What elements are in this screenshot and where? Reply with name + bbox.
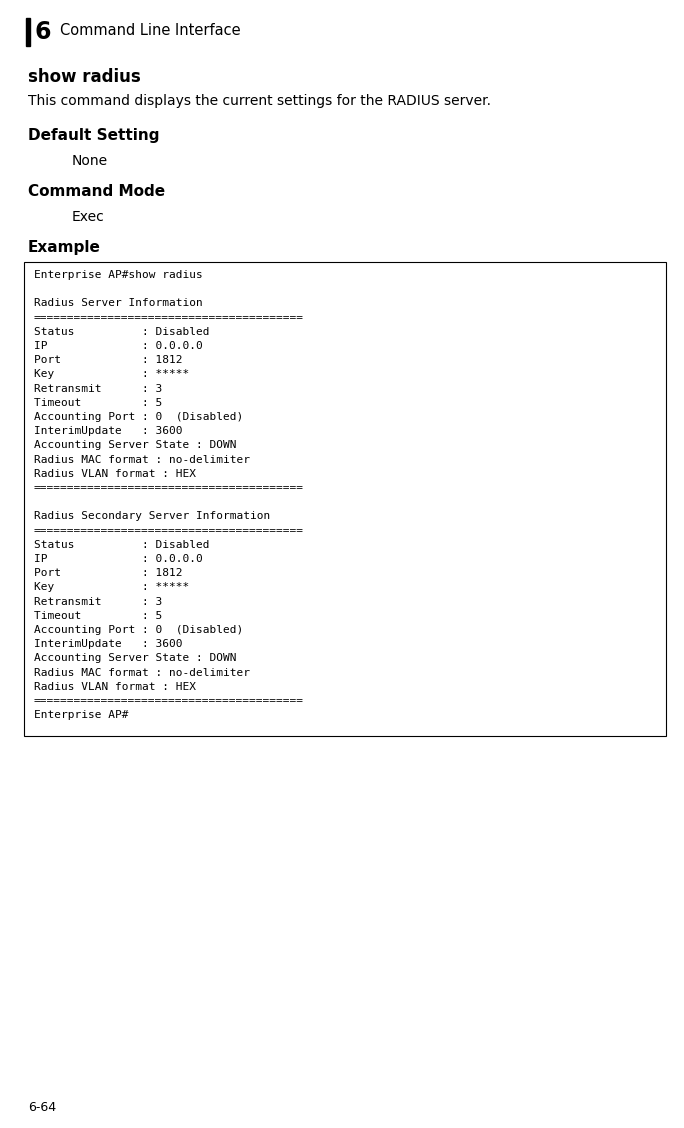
Bar <box>26 18 30 46</box>
Text: ========================================: ======================================== <box>34 312 304 323</box>
Text: Retransmit      : 3: Retransmit : 3 <box>34 597 162 607</box>
Text: Accounting Port : 0  (Disabled): Accounting Port : 0 (Disabled) <box>34 625 244 635</box>
Text: Port            : 1812: Port : 1812 <box>34 569 183 579</box>
Text: show radius: show radius <box>28 68 141 86</box>
Text: Status          : Disabled: Status : Disabled <box>34 327 209 337</box>
Bar <box>24 262 666 737</box>
Text: Accounting Port : 0  (Disabled): Accounting Port : 0 (Disabled) <box>34 412 244 422</box>
Text: Timeout         : 5: Timeout : 5 <box>34 398 162 408</box>
Text: Accounting Server State : DOWN: Accounting Server State : DOWN <box>34 440 237 450</box>
Text: Status          : Disabled: Status : Disabled <box>34 540 209 549</box>
Text: Timeout         : 5: Timeout : 5 <box>34 610 162 620</box>
Text: 6: 6 <box>34 20 51 44</box>
Text: InterimUpdate   : 3600: InterimUpdate : 3600 <box>34 426 183 437</box>
Text: Enterprise AP#: Enterprise AP# <box>34 711 129 720</box>
Text: Accounting Server State : DOWN: Accounting Server State : DOWN <box>34 653 237 663</box>
Text: Key             : *****: Key : ***** <box>34 369 189 379</box>
Text: Radius Secondary Server Information: Radius Secondary Server Information <box>34 511 270 521</box>
Text: ========================================: ======================================== <box>34 696 304 706</box>
Text: Radius MAC format : no-delimiter: Radius MAC format : no-delimiter <box>34 668 250 678</box>
Text: InterimUpdate   : 3600: InterimUpdate : 3600 <box>34 640 183 650</box>
Text: Retransmit      : 3: Retransmit : 3 <box>34 384 162 394</box>
Text: ========================================: ======================================== <box>34 483 304 493</box>
Text: IP              : 0.0.0.0: IP : 0.0.0.0 <box>34 341 202 351</box>
Text: Default Setting: Default Setting <box>28 127 159 143</box>
Text: Key             : *****: Key : ***** <box>34 582 189 592</box>
Text: Command Mode: Command Mode <box>28 184 165 199</box>
Text: 6-64: 6-64 <box>28 1101 56 1114</box>
Text: Port            : 1812: Port : 1812 <box>34 355 183 365</box>
Text: Command Line Interface: Command Line Interface <box>60 23 241 38</box>
Text: This command displays the current settings for the RADIUS server.: This command displays the current settin… <box>28 94 491 108</box>
Text: Radius Server Information: Radius Server Information <box>34 299 202 308</box>
Text: Radius VLAN format : HEX: Radius VLAN format : HEX <box>34 469 196 478</box>
Text: Radius MAC format : no-delimiter: Radius MAC format : no-delimiter <box>34 455 250 465</box>
Text: ========================================: ======================================== <box>34 526 304 536</box>
Text: Exec: Exec <box>72 210 105 224</box>
Text: None: None <box>72 155 108 168</box>
Text: IP              : 0.0.0.0: IP : 0.0.0.0 <box>34 554 202 564</box>
Text: Radius VLAN format : HEX: Radius VLAN format : HEX <box>34 681 196 691</box>
Text: Example: Example <box>28 240 101 255</box>
Text: Enterprise AP#show radius: Enterprise AP#show radius <box>34 270 202 280</box>
